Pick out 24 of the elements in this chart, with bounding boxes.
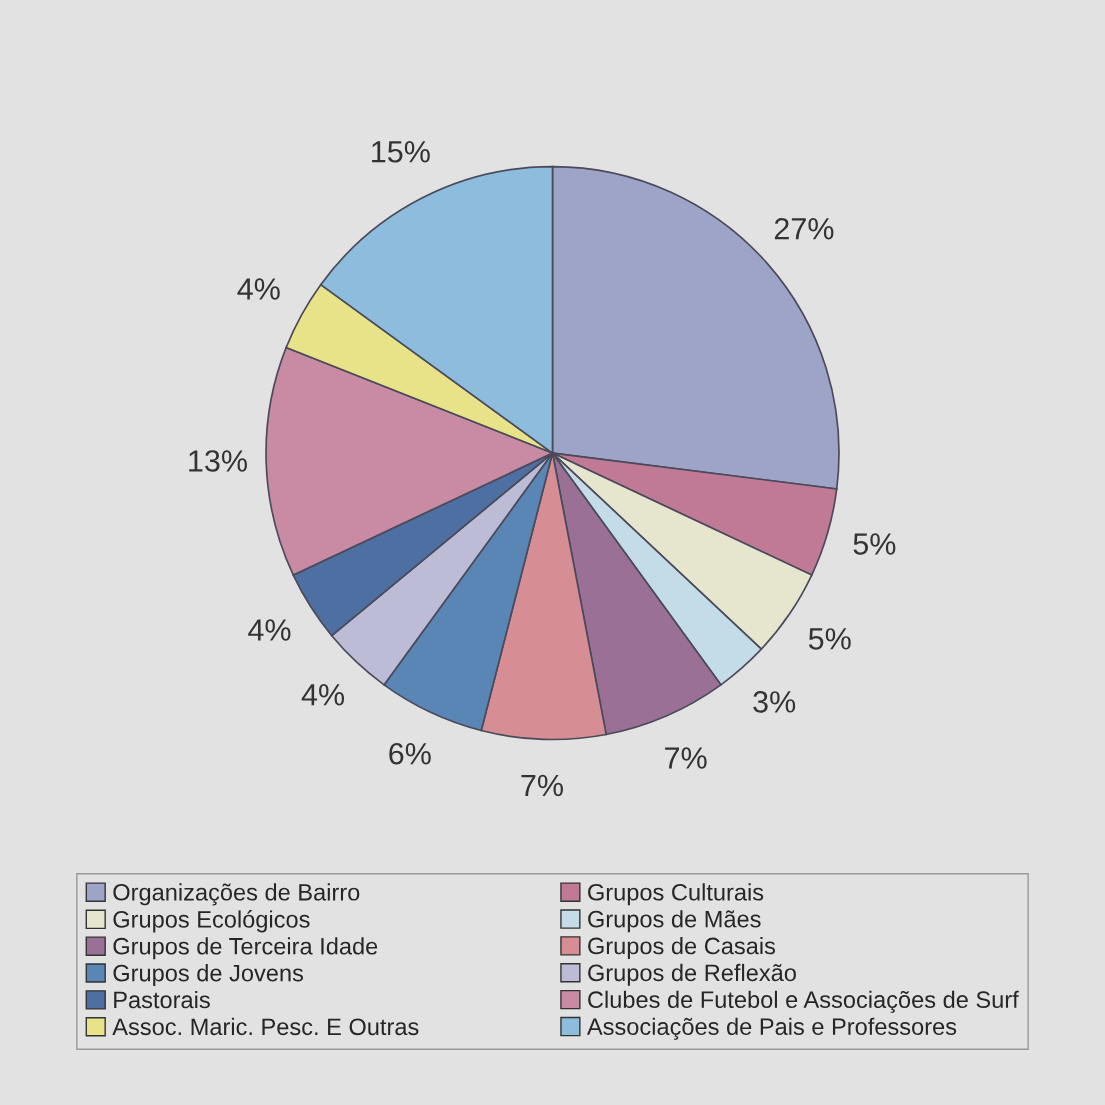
- data-label: 4%: [248, 619, 291, 641]
- legend-label: Pastorais: [114, 990, 210, 1009]
- data-label: 7%: [665, 747, 707, 769]
- data-label: 13%: [189, 450, 247, 472]
- data-label: 27%: [774, 217, 834, 240]
- legend-label: Clubes de Futebol e Associações de Surf: [588, 990, 1019, 1013]
- legend-label: Grupos Ecológicos: [113, 910, 310, 933]
- legend-label: Associações de Pais e Professores: [586, 1017, 957, 1040]
- data-label: 5%: [853, 533, 896, 555]
- data-label: 4%: [301, 684, 345, 706]
- data-label: 5%: [808, 628, 851, 650]
- data-label: 15%: [372, 141, 430, 163]
- legend-label: Grupos de Reflexão: [588, 963, 796, 986]
- legend-label: Assoc. Maric. Pesc. E Outras: [112, 1017, 419, 1036]
- legend-label: Grupos Culturais: [588, 883, 764, 906]
- legend-label: Grupos de Casais: [588, 936, 776, 959]
- legend-label: Grupos de Terceira Idade: [113, 937, 378, 960]
- legend-label: Grupos de Mães: [588, 910, 761, 933]
- data-label: 3%: [753, 691, 796, 713]
- data-label: 7%: [521, 774, 563, 797]
- legend-label: Grupos de Jovens: [113, 964, 304, 987]
- data-label: 6%: [389, 742, 431, 765]
- data-label: 4%: [237, 278, 280, 300]
- legend-label: Organizações de Bairro: [113, 883, 360, 906]
